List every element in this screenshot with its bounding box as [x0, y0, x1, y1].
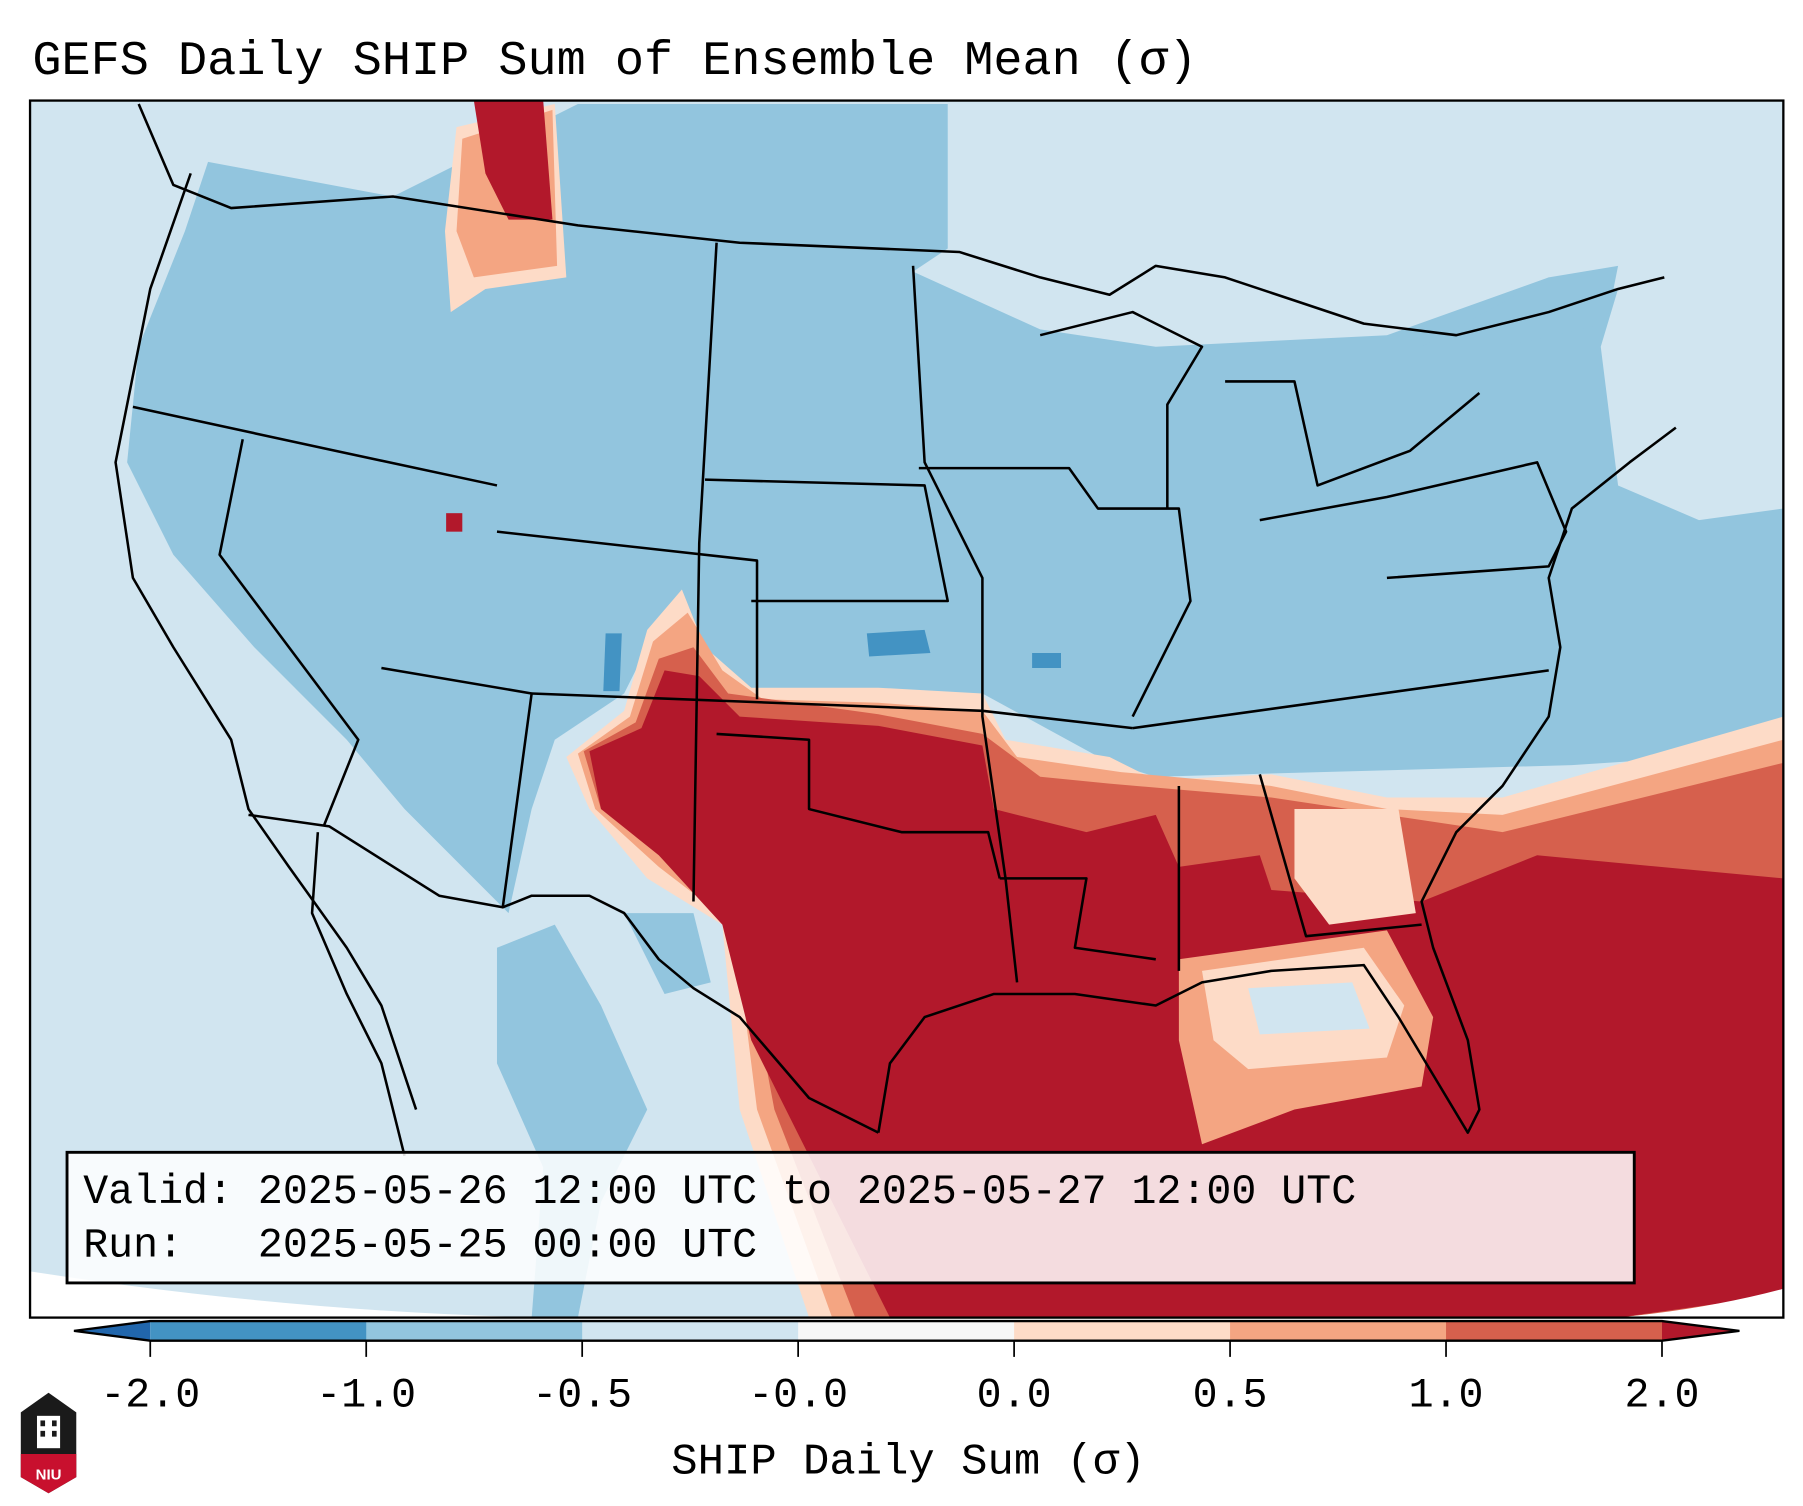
- map-region-dark-blue-ks: [866, 629, 931, 657]
- state-line-ar-la: [999, 877, 1156, 961]
- colorbar-tick-label: -1.0: [316, 1373, 416, 1420]
- chart-title: GEFS Daily SHIP Sum of Ensemble Mean (σ): [32, 34, 1197, 89]
- colorbar-tick-label: -0.5: [532, 1373, 632, 1420]
- map-frame: [28, 99, 1785, 1319]
- state-line-co: [496, 530, 759, 700]
- map-projection-edge-bl: [30, 1271, 544, 1318]
- state-line-north: [132, 405, 498, 487]
- state-line-mississippi: [911, 265, 1019, 983]
- niu-logo: NIU: [20, 1392, 77, 1494]
- map-region-gulf-light-blue: [1248, 982, 1370, 1035]
- colorbar-bin: [366, 1321, 583, 1341]
- map-region-ga-peach: [1294, 809, 1416, 925]
- state-line-tx: [716, 732, 1001, 879]
- great-lakes: [1039, 310, 1481, 509]
- colorbar-tick-label: -2.0: [100, 1373, 200, 1420]
- colorbar-extend-max: [1661, 1321, 1740, 1341]
- mexico-border: [248, 813, 879, 1134]
- map-region-blue-ne: [1421, 265, 1619, 347]
- colorbar-bin: [1014, 1321, 1231, 1341]
- map-region-idaho-red: [473, 100, 553, 220]
- political-borders: [114, 103, 1677, 1157]
- colorbar-tick-label: 2.0: [1625, 1373, 1700, 1420]
- colorbar-tick-label: 0.0: [977, 1373, 1052, 1420]
- colorbar-extend-min: [73, 1321, 151, 1341]
- canada-border: [137, 103, 1665, 337]
- map-region-utah-red-cell: [446, 513, 463, 532]
- colorbar-tick-label: 0.5: [1193, 1373, 1268, 1420]
- colorbar-tick-label: -0.0: [748, 1373, 848, 1420]
- map-region-dark-blue-co: [603, 633, 622, 692]
- state-line-midwest: [918, 466, 1192, 718]
- map-region-blue-mexico: [496, 924, 648, 1318]
- map-projection-edge-br: [1618, 1288, 1784, 1318]
- state-line-oh-pa: [1259, 461, 1568, 580]
- run-time-text: Run: 2025-05-25 00:00 UTC: [83, 1222, 757, 1269]
- state-line-ne-ks: [704, 478, 950, 603]
- colorbar-bin: [582, 1321, 799, 1341]
- state-line-nv-ca: [218, 438, 360, 827]
- colorbar-bin: [150, 1321, 367, 1341]
- info-box: Valid: 2025-05-26 12:00 UTC to 2025-05-2…: [65, 1150, 1636, 1285]
- valid-time-text: Valid: 2025-05-26 12:00 UTC to 2025-05-2…: [83, 1169, 1356, 1216]
- colorbar-tick-labels: -2.0 -1.0 -0.5 -0.0 0.0 0.5 1.0 2.0: [100, 1340, 1700, 1420]
- state-line-tn-nc: [1132, 669, 1549, 730]
- state-line-central-ns: [692, 242, 718, 902]
- map-region-dark-blue-mo: [1032, 653, 1061, 669]
- colorbar-tick-label: 1.0: [1409, 1373, 1484, 1420]
- colorbar-label: SHIP Daily Sum (σ): [671, 1438, 1145, 1488]
- map-region-mexico-blue-texas: [624, 913, 711, 994]
- colorbar-bin: [1446, 1321, 1663, 1341]
- map-panel: [30, 100, 1784, 1318]
- state-line-al-ga: [1177, 774, 1422, 971]
- west-coast: [114, 172, 418, 1110]
- colorbar: [73, 1319, 1740, 1342]
- baja: [310, 832, 406, 1157]
- gulf-coast: [877, 426, 1677, 1134]
- logo-text: NIU: [36, 1466, 62, 1483]
- colorbar-bin: [798, 1321, 1015, 1341]
- state-line-ut: [381, 666, 533, 908]
- map-region-blue: [127, 104, 1784, 914]
- colorbar-bin: [1230, 1321, 1447, 1341]
